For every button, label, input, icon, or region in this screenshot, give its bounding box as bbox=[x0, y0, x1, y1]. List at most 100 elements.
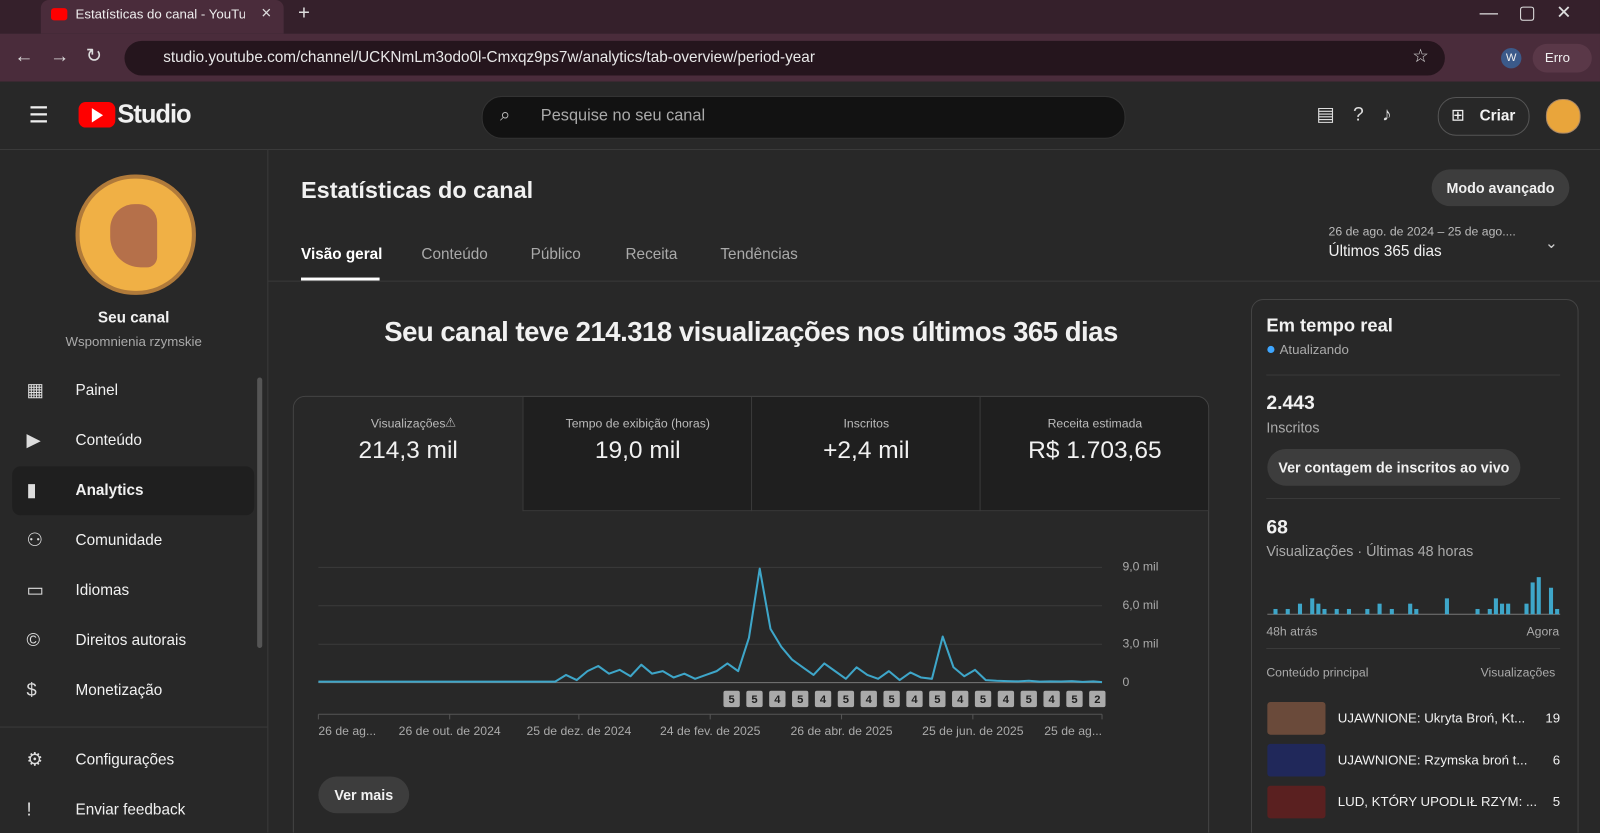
video-marker-label: 5 bbox=[1026, 694, 1032, 706]
video-marker-label: 4 bbox=[820, 694, 827, 706]
realtime-bar bbox=[1499, 603, 1505, 615]
tab[interactable]: Público bbox=[530, 245, 581, 264]
realtime-bar bbox=[1273, 608, 1278, 615]
video-marker bbox=[837, 690, 855, 708]
video-marker-label: 5 bbox=[751, 694, 757, 706]
end-label: Agora bbox=[1526, 624, 1560, 639]
menu-item[interactable]: Painel bbox=[75, 381, 119, 399]
video-marker-label: 5 bbox=[1071, 694, 1077, 706]
create-button[interactable] bbox=[1437, 96, 1530, 136]
realtime-bar bbox=[1414, 608, 1419, 615]
search-box[interactable] bbox=[481, 95, 1126, 139]
views-count: 68 bbox=[1266, 517, 1288, 539]
y-tick-label: 9,0 mil bbox=[1122, 560, 1158, 574]
video-marker-label: 5 bbox=[980, 694, 986, 706]
profile-avatar[interactable]: W bbox=[1501, 47, 1522, 69]
video-marker bbox=[860, 690, 877, 708]
account-avatar[interactable] bbox=[1545, 98, 1581, 134]
menu-icon: ⚇ bbox=[26, 529, 44, 550]
menu-icon: ⚙ bbox=[26, 748, 44, 770]
content-views: 6 bbox=[1552, 752, 1561, 768]
window-controls[interactable]: — ▢ ✕ bbox=[1479, 2, 1572, 23]
create-label: Criar bbox=[1479, 107, 1516, 125]
content-title[interactable]: UJAWNIONE: Rzymska broń t... bbox=[1337, 752, 1528, 768]
realtime-card bbox=[1251, 298, 1579, 833]
tab[interactable]: Visão geral bbox=[301, 245, 383, 264]
url: studio.youtube.com/channel/UCKNmLm3odo0l… bbox=[163, 48, 815, 67]
menu-item[interactable]: Monetização bbox=[75, 681, 163, 699]
bookmark-star[interactable]: ☆ bbox=[1412, 45, 1429, 67]
menu-button[interactable]: ☰ bbox=[28, 102, 49, 128]
menu-icon: ▭ bbox=[26, 579, 44, 600]
realtime-bar bbox=[1389, 608, 1394, 615]
tab-underline bbox=[301, 277, 380, 281]
realtime-bar bbox=[1506, 603, 1511, 615]
nav-buttons[interactable]: ←→↻ bbox=[14, 45, 119, 68]
realtime-bar bbox=[1555, 608, 1560, 615]
period[interactable]: Últimos 365 dias bbox=[1328, 242, 1442, 261]
video-marker-label: 5 bbox=[729, 694, 735, 706]
realtime-bar bbox=[1297, 603, 1303, 615]
menu-item[interactable]: Enviar feedback bbox=[75, 801, 186, 819]
active-tab[interactable] bbox=[40, 0, 284, 34]
metric-tile[interactable]: Receita estimada R$ 1.703,65 bbox=[979, 396, 1209, 512]
thumbnail[interactable] bbox=[1267, 785, 1326, 819]
header-icons[interactable]: ▤?♪ bbox=[1316, 104, 1411, 126]
see-more-button[interactable]: Ver mais bbox=[318, 776, 410, 814]
x-tick-label: 25 de dez. de 2024 bbox=[526, 724, 631, 738]
menu-item[interactable]: Comunidade bbox=[75, 531, 163, 549]
menu-icon: ▮ bbox=[26, 479, 37, 500]
menu-item[interactable]: Analytics bbox=[75, 481, 144, 499]
metric-value: R$ 1.703,65 bbox=[1028, 436, 1162, 465]
video-marker bbox=[952, 690, 969, 708]
x-tick-label: 24 de fev. de 2025 bbox=[660, 724, 761, 738]
menu-item[interactable]: Conteúdo bbox=[75, 431, 142, 449]
divider bbox=[1266, 497, 1561, 499]
tab[interactable]: Tendências bbox=[720, 245, 798, 264]
realtime-bar bbox=[1548, 587, 1554, 615]
channel-avatar[interactable] bbox=[75, 174, 196, 295]
headline: Seu canal teve 214.318 visualizações nos… bbox=[384, 316, 1118, 347]
advanced-mode-button[interactable]: Modo avançado bbox=[1431, 169, 1570, 207]
realtime-bar bbox=[1316, 603, 1321, 615]
metric-tile[interactable]: Tempo de exibição (horas) 19,0 mil bbox=[522, 396, 753, 512]
video-marker-label: 2 bbox=[1094, 694, 1100, 706]
y-tick-label: 6,0 mil bbox=[1122, 598, 1158, 612]
top-views-label: Visualizações bbox=[1480, 665, 1556, 680]
tab-favicon bbox=[51, 8, 68, 21]
menu-item[interactable]: Idiomas bbox=[75, 581, 130, 599]
y-tick-label: 3,0 mil bbox=[1122, 636, 1158, 650]
realtime-bar bbox=[1346, 608, 1352, 615]
video-marker bbox=[906, 690, 923, 708]
sidebar-divider bbox=[0, 726, 268, 728]
metric-tile[interactable]: Inscritos +2,4 mil bbox=[751, 396, 981, 512]
menu-item[interactable]: Direitos autorais bbox=[75, 631, 187, 649]
realtime-bar bbox=[1377, 603, 1382, 615]
active-item-bg bbox=[12, 466, 255, 516]
live-count-button[interactable]: Ver contagem de inscritos ao vivo bbox=[1267, 448, 1521, 486]
address-bar[interactable] bbox=[124, 40, 1445, 76]
content-title[interactable]: LUD, KTÓRY UPODLIŁ RZYM: ... bbox=[1337, 793, 1538, 810]
content-title[interactable]: UJAWNIONE: Ukryta Broń, Kt... bbox=[1337, 710, 1526, 726]
tab-close[interactable]: × bbox=[261, 3, 272, 23]
chart-card: Visualizações 214,3 mil ⚠ Tempo de exibição… bbox=[292, 395, 1210, 833]
thumbnail[interactable] bbox=[1267, 743, 1326, 777]
error-button[interactable]: Erro bbox=[1532, 43, 1592, 73]
metric-value: 19,0 mil bbox=[594, 436, 681, 465]
tab[interactable]: Receita bbox=[625, 245, 678, 264]
new-tab[interactable]: + bbox=[297, 2, 310, 25]
video-marker bbox=[723, 690, 740, 708]
tab[interactable]: Conteúdo bbox=[421, 245, 488, 264]
realtime-bar bbox=[1408, 603, 1413, 615]
menu-icon: ▦ bbox=[26, 379, 44, 400]
menu-item[interactable]: Configurações bbox=[75, 751, 175, 769]
tabs-divider bbox=[267, 280, 1600, 282]
video-marker-label: 4 bbox=[1003, 694, 1010, 706]
date-range[interactable]: 26 de ago. de 2024 – 25 de ago.... bbox=[1328, 224, 1516, 239]
realtime-title: Em tempo real bbox=[1266, 315, 1393, 336]
metric-tile[interactable]: Visualizações 214,3 mil ⚠ bbox=[293, 396, 523, 511]
period-dropdown[interactable]: ⌄ bbox=[1544, 234, 1558, 253]
x-tick-label: 25 de jun. de 2025 bbox=[922, 724, 1024, 738]
thumbnail[interactable] bbox=[1267, 702, 1326, 735]
